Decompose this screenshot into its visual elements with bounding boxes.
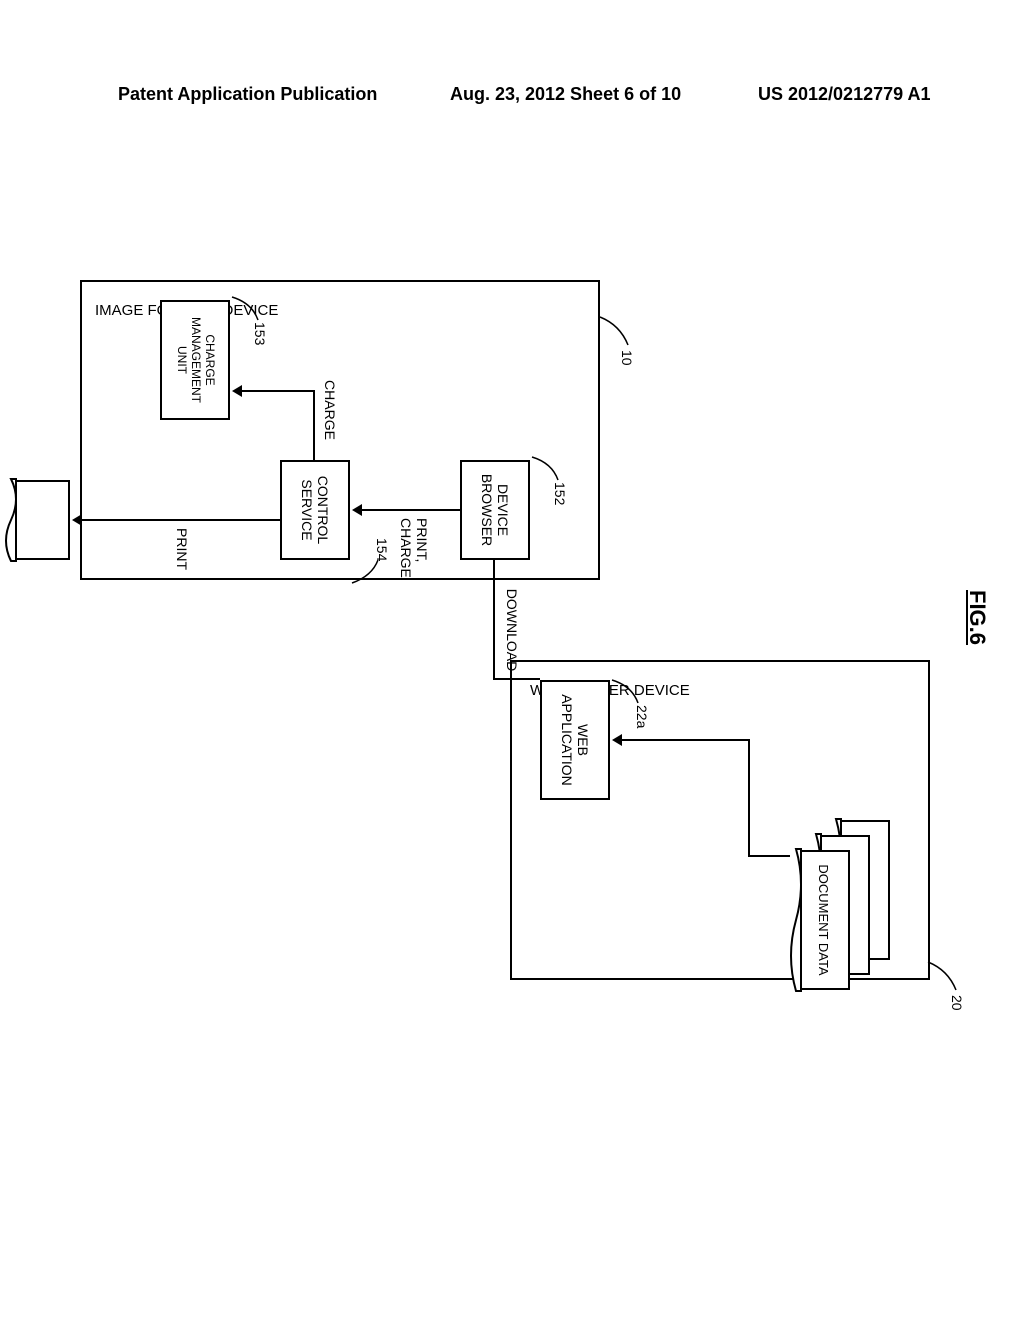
arrow-print-charge-head (352, 504, 362, 516)
arrow-print-head (72, 514, 82, 526)
print-output-doc (15, 480, 70, 560)
arrow-docs-head (612, 734, 622, 746)
header-right: US 2012/0212779 A1 (758, 84, 930, 105)
download-label-anchor (493, 560, 495, 562)
charge-mgmt-label: CHARGE MANAGEMENT UNIT (174, 317, 215, 403)
arrow-charge-v (240, 390, 315, 392)
arrow-print-charge (360, 509, 460, 511)
header-left: Patent Application Publication (118, 84, 377, 105)
ref-152: 152 (552, 482, 568, 505)
page: Patent Application Publication Aug. 23, … (0, 0, 1024, 1320)
control-service-label: CONTROL SERVICE (299, 476, 331, 544)
device-browser-block: DEVICE BROWSER (460, 460, 530, 560)
ref-153-leader (228, 295, 260, 325)
control-service-block: CONTROL SERVICE (280, 460, 350, 560)
ref-10-leader (595, 315, 630, 355)
web-application-block: WEB APPLICATION (540, 680, 610, 800)
ref-22a: 22a (634, 705, 650, 728)
document-data-3: DOCUMENT DATA (800, 850, 850, 990)
arrow-docs-down-v (750, 855, 790, 857)
web-app-label: WEB APPLICATION (559, 694, 591, 786)
ref-20-leader (923, 960, 958, 1000)
print-label: PRINT (174, 528, 190, 588)
arrow-docs-to-webapp-v (620, 739, 750, 741)
figure-label: FIG.6 (964, 590, 990, 645)
ref-22a-leader (608, 678, 640, 708)
device-browser-label: DEVICE BROWSER (479, 474, 511, 546)
diagram-container: FIG.6 IMAGE FORMING DEVICE 10 WEB SERVER… (50, 260, 950, 1000)
arrow-charge-h (313, 390, 315, 460)
arrow-charge-head (232, 385, 242, 397)
ref-152-leader (528, 455, 560, 485)
download-label: DOWNLOAD (504, 580, 520, 680)
doc3-label: DOCUMENT DATA (817, 864, 832, 975)
print-charge-label: PRINT, CHARGE (398, 518, 430, 588)
ref-154-leader (348, 558, 380, 588)
charge-label: CHARGE (322, 370, 338, 450)
ref-10: 10 (619, 350, 635, 366)
ref-154: 154 (374, 538, 390, 561)
ref-153: 153 (252, 322, 268, 345)
ref-20: 20 (949, 995, 965, 1011)
arrow-docs-down-h (748, 740, 750, 857)
arrow-print-v (80, 519, 280, 521)
charge-management-unit-block: CHARGE MANAGEMENT UNIT (160, 300, 230, 420)
header-mid: Aug. 23, 2012 Sheet 6 of 10 (450, 84, 681, 105)
